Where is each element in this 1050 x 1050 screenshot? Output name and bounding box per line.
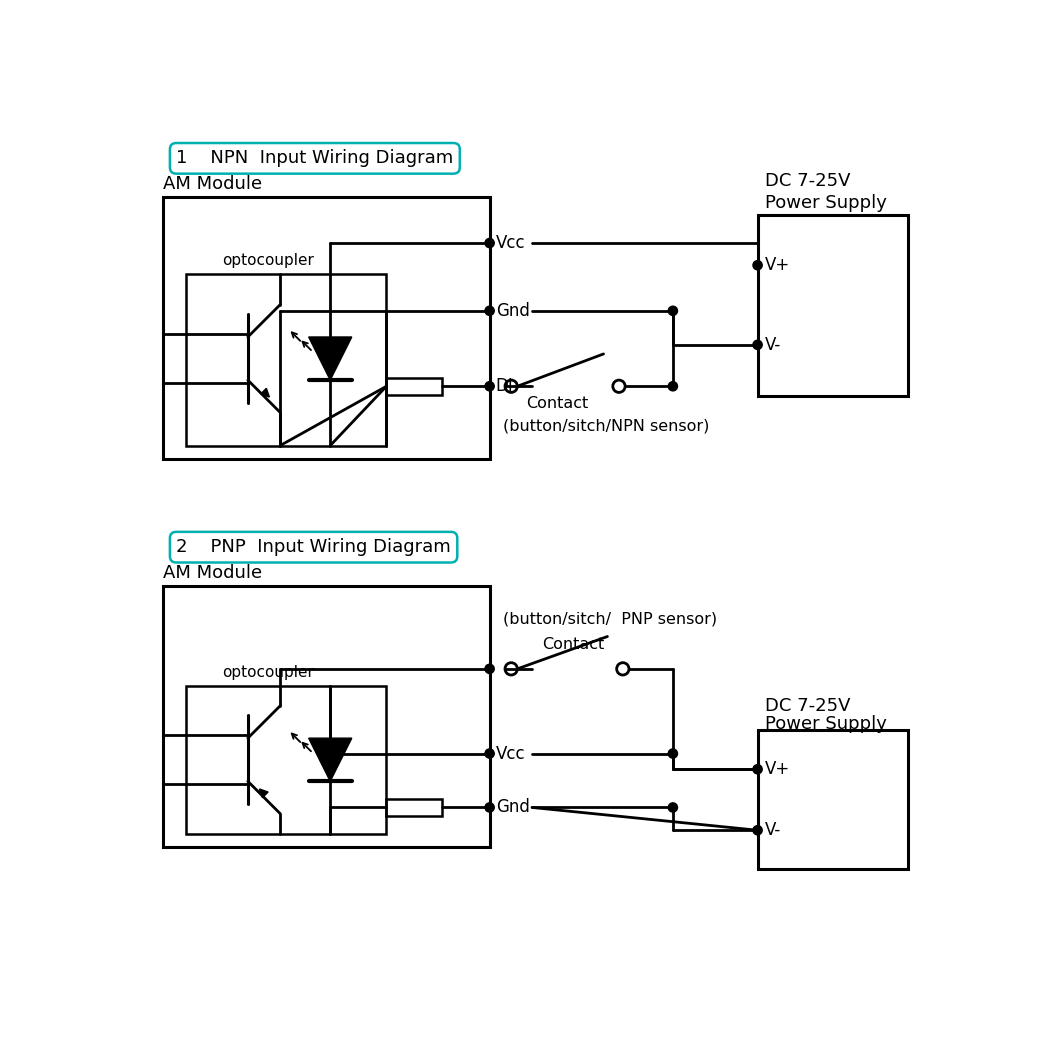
Text: Gnd: Gnd [496,798,529,817]
Text: (button/sitch/NPN sensor): (button/sitch/NPN sensor) [504,419,710,434]
Text: Vcc: Vcc [496,234,525,252]
Polygon shape [260,388,270,397]
Bar [386,799,442,816]
Text: Vcc: Vcc [496,744,525,762]
Bar [163,196,489,459]
Text: Power Supply: Power Supply [765,194,887,212]
Text: AM Module: AM Module [163,174,262,193]
Circle shape [668,307,677,315]
Polygon shape [309,337,352,380]
Circle shape [668,803,677,812]
Text: (button/sitch/  PNP sensor): (button/sitch/ PNP sensor) [504,611,717,626]
Text: V+: V+ [765,760,791,778]
Bar [186,686,386,835]
Text: AM Module: AM Module [163,564,262,582]
Circle shape [668,749,677,758]
Bar [386,378,442,395]
Text: optocoupler: optocoupler [223,666,314,680]
Text: optocoupler: optocoupler [223,253,314,268]
Circle shape [485,238,495,248]
Text: Contact: Contact [542,636,604,652]
Circle shape [753,764,762,774]
Text: Power Supply: Power Supply [765,715,887,733]
Text: DI: DI [496,377,513,395]
Circle shape [668,381,677,391]
Text: V+: V+ [765,256,791,274]
Bar [163,586,489,847]
Text: DC 7-25V: DC 7-25V [765,172,850,190]
Circle shape [485,307,495,315]
Circle shape [485,665,495,673]
Bar [758,731,907,869]
Circle shape [485,803,495,812]
Bar [758,214,907,396]
Text: V-: V- [765,821,781,839]
Text: V-: V- [765,336,781,354]
Text: 2    PNP  Input Wiring Diagram: 2 PNP Input Wiring Diagram [176,539,452,556]
Text: DC 7-25V: DC 7-25V [765,697,850,715]
Text: Contact: Contact [527,396,589,411]
Circle shape [753,260,762,270]
Polygon shape [259,789,268,798]
Text: 1    NPN  Input Wiring Diagram: 1 NPN Input Wiring Diagram [176,149,454,167]
Text: Gnd: Gnd [496,301,529,320]
Circle shape [753,340,762,350]
Circle shape [753,825,762,835]
Circle shape [485,749,495,758]
Bar [186,274,386,445]
Circle shape [485,381,495,391]
Polygon shape [309,738,352,781]
